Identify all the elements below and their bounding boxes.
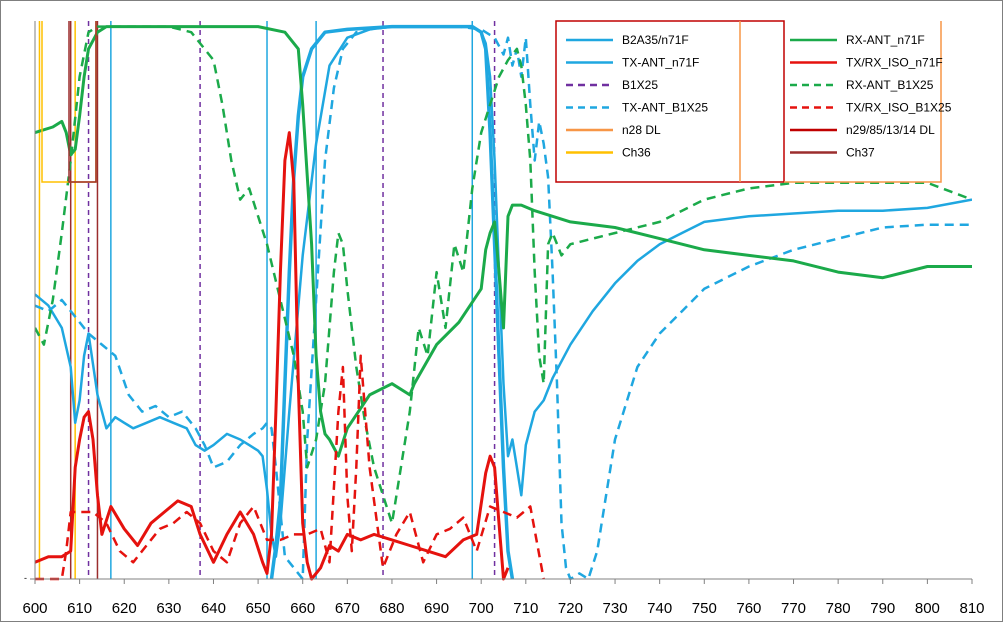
x-axis: - 600 610 620 630 640 650 660 670 680 690 700 710 720… (22, 21, 985, 617)
x-tick-label: 620 (112, 600, 137, 617)
x-tick-label: 780 (826, 600, 851, 617)
x-tick-label: 790 (870, 600, 895, 617)
legend-label: n28 DL (622, 123, 661, 137)
x-tick-label: 610 (67, 600, 92, 617)
x-tick-label: 800 (915, 600, 940, 617)
x-tick-label: 680 (379, 600, 404, 617)
series-line-tx-rx-iso-b1x25 (35, 354, 545, 581)
legend-label: Ch36 (622, 146, 651, 160)
series-line-rx-ant-n71f (35, 25, 972, 458)
x-tick-label: 730 (603, 600, 628, 617)
legend-outline-right (784, 21, 942, 183)
x-tick-label: 650 (246, 600, 271, 617)
legend-label: TX-ANT_B1X25 (622, 101, 708, 115)
legend-label: TX-ANT_n71F (622, 56, 699, 70)
x-tick-label: 710 (513, 600, 538, 617)
legend-label: B1X25 (622, 78, 658, 92)
x-tick-label: 640 (201, 600, 226, 617)
legend-label: TX/RX_ISO_B1X25 (846, 101, 952, 115)
series-line-tx-rx-iso-n71f (35, 131, 510, 581)
x-tick-label: 690 (424, 600, 449, 617)
legend-box (555, 20, 785, 183)
legend-label: B2A35/n71F (622, 33, 689, 47)
series-line-b2a35-n71f (35, 25, 972, 558)
legend-label: TX/RX_ISO_n71F (846, 56, 943, 70)
plot-layer (35, 21, 972, 581)
legend-label: Ch37 (846, 146, 875, 160)
legend: B2A35/n71F TX-ANT_n71F B1X25 TX-ANT_B1X25 n2… (555, 20, 952, 183)
x-tick-label: 740 (647, 600, 672, 617)
x-tick-label: 770 (781, 600, 806, 617)
x-tick-label: 750 (692, 600, 717, 617)
ch37-band-outline (68, 21, 97, 183)
legend-label: RX-ANT_n71F (846, 33, 925, 47)
x-tick-label: 660 (290, 600, 315, 617)
x-tick-label: 810 (959, 600, 984, 617)
legend-label: n29/85/13/14 DL (846, 123, 935, 137)
series-line-tx-ant-n71f (269, 24, 515, 580)
x-tick-label: 630 (156, 600, 181, 617)
x-tick-label: 600 (22, 600, 47, 617)
y-tick-label: - (24, 573, 27, 583)
x-tick-label: 760 (736, 600, 761, 617)
x-tick-label: 720 (558, 600, 583, 617)
x-tick-label: 700 (469, 600, 494, 617)
legend-label: RX-ANT_B1X25 (846, 78, 934, 92)
x-tick-label: 670 (335, 600, 360, 617)
